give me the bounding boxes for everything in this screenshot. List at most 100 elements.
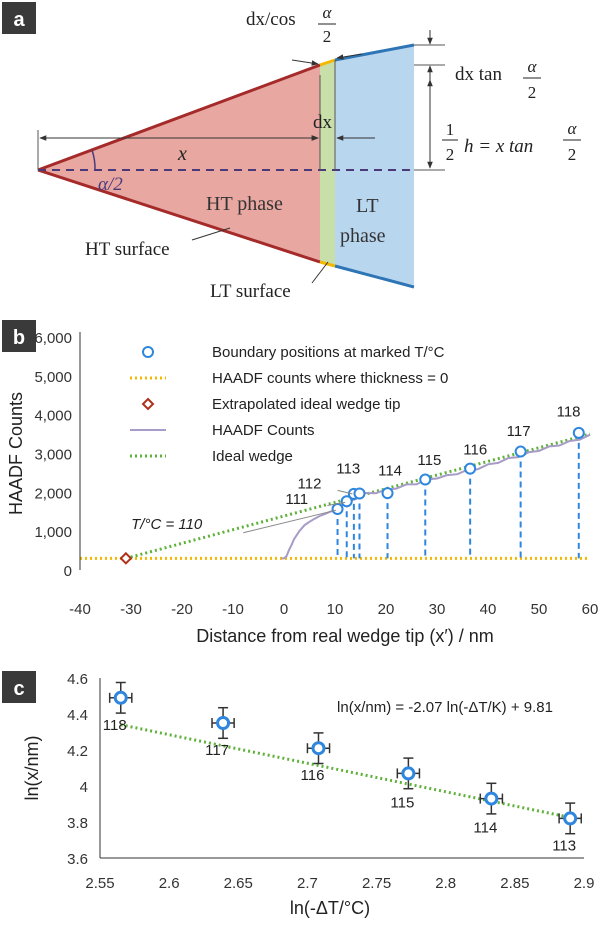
x-tick-label: 2.7 (297, 875, 318, 892)
boundary-point (464, 462, 477, 475)
x-tick-label: 10 (327, 601, 344, 618)
panel-c: c 3.6 3.8 4 4.2 4.4 4.6 2.55 2.6 2.65 2.7 2.75 2.8 2… (2, 671, 594, 918)
y-tick-label: 3.6 (67, 851, 88, 868)
legend-label: Boundary positions at marked T/°C (212, 344, 445, 361)
boundary-point (340, 495, 353, 508)
boundary-point (419, 473, 432, 486)
boundary-top-edge (319, 58, 336, 67)
x-tick-label: 2.8 (435, 875, 456, 892)
ht-surface-label: HT surface (85, 239, 170, 260)
data-point (563, 811, 578, 826)
x-tick-label: 2.9 (574, 875, 595, 892)
ht-surface-top-edge (37, 63, 321, 172)
y-tick-label: 5,000 (34, 369, 72, 386)
point-label: 118 (103, 717, 127, 734)
dxtan-label-num: α (528, 57, 538, 76)
lt-surface-bottom-edge (334, 264, 415, 289)
data-point (216, 716, 231, 730)
dxtan-label-den: 2 (528, 83, 537, 102)
panel-b-tag-box (2, 320, 36, 352)
x-tick-label: 40 (480, 601, 497, 618)
x-tick-label: -20 (171, 601, 193, 618)
legend-label: Extrapolated ideal wedge tip (212, 396, 400, 413)
y-tick-label: 1,000 (34, 524, 72, 541)
alpha-half-label: α/2 (98, 174, 123, 195)
panel-c-tag-box (2, 671, 36, 703)
temperature-annotation: 116 (463, 441, 487, 458)
x-tick-label: 2.85 (500, 875, 529, 892)
y-tick-label: 4,000 (34, 408, 72, 425)
boundary-point (381, 487, 394, 500)
temperature-annotation: 117 (507, 423, 531, 440)
temperature-annotation: 112 (298, 475, 322, 492)
point-label: 117 (205, 742, 229, 759)
data-point (484, 791, 499, 806)
boundary-bottom-edge (319, 260, 336, 268)
ht-phase-label: HT phase (206, 193, 283, 215)
annotation-leader (327, 501, 346, 507)
y-tick-label: 3,000 (34, 447, 72, 464)
boundary-strip (320, 60, 335, 266)
point-label: 115 (390, 794, 414, 811)
y-tick-label: 3.8 (67, 815, 88, 832)
y-axis-label: HAADF Counts (6, 392, 26, 515)
half-h-den: 2 (446, 145, 455, 164)
x-tick-label: -30 (120, 601, 142, 618)
temperature-annotation: 114 (378, 463, 402, 480)
legend-label: HAADF counts where thickness = 0 (212, 370, 448, 387)
panel-a-tag: a (13, 9, 25, 31)
x-tick-label: 2.75 (362, 875, 391, 892)
x-tick-label: 50 (531, 601, 548, 618)
dxcos-arrow-left (291, 59, 319, 66)
y-axis-label: ln(x/nm) (22, 735, 42, 800)
dxtan-label-left: dx tan (455, 64, 502, 85)
x-tick-label: -10 (222, 601, 244, 618)
half-h-num: 1 (446, 120, 455, 139)
legend-swatch (141, 397, 155, 411)
fit-line (120, 723, 578, 821)
boundary-point (331, 503, 344, 516)
temperature-annotation: T/°C = 110 (131, 516, 203, 533)
lt-phase-label-line2: phase (340, 225, 386, 247)
lt-surface-label: LT surface (210, 281, 291, 302)
dx-label: dx (313, 112, 333, 133)
y-tick-label: 2,000 (34, 485, 72, 502)
x-tick-label: 30 (429, 601, 446, 618)
y-tick-label: 4 (80, 779, 88, 796)
x-tick-label: 20 (378, 601, 395, 618)
annotation-leader (243, 509, 337, 534)
legend-swatch (142, 346, 154, 358)
extrapolated-tip-marker (119, 551, 133, 565)
data-point (311, 741, 326, 756)
point-label: 114 (473, 820, 497, 837)
half-h-rnum: α (568, 119, 578, 138)
ht-surface-bottom-edge (37, 168, 321, 264)
x-tick-label: 60 (582, 601, 599, 618)
point-label: 116 (301, 767, 325, 784)
alpha-half-arc (91, 149, 96, 171)
fit-equation: ln(x/nm) = -2.07 ln(-ΔT/K) + 9.81 (337, 699, 553, 716)
temperature-annotation: 113 (336, 461, 360, 478)
x-tick-label: -40 (69, 601, 91, 618)
data-point (401, 766, 416, 781)
data-point (113, 690, 128, 705)
annotation-leader (337, 489, 353, 495)
temperature-annotation: 111 (285, 491, 308, 508)
dxcos-label-left: dx/cos (246, 9, 296, 30)
lt-surface-top-edge (334, 43, 415, 62)
panel-a-tag-box (2, 2, 36, 34)
x-tick-label: 2.65 (224, 875, 253, 892)
x-axis-label: ln(-ΔT/°C) (290, 898, 370, 918)
dxcos-label-den: 2 (323, 27, 332, 46)
half-h-rden: 2 (568, 145, 577, 164)
legend-label: HAADF Counts (212, 422, 315, 439)
boundary-point (514, 445, 527, 458)
panel-b: b 0 1,000 2,000 3,000 4,000 5,000 6,000 -40 -30 -… (2, 320, 598, 646)
chart-b: 0 1,000 2,000 3,000 4,000 5,000 6,000 -40 -30 -20… (6, 330, 598, 646)
lt-phase-region (335, 45, 414, 285)
chart-c: 3.6 3.8 4 4.2 4.4 4.6 2.55 2.6 2.65 2.7 2.75 2.8 2.8… (22, 671, 594, 918)
ht-surface-leader (191, 227, 231, 241)
lt-surface-leader (311, 261, 329, 284)
lt-phase-label-line1: LT (356, 195, 379, 217)
y-tick-label: 4.2 (67, 743, 88, 760)
